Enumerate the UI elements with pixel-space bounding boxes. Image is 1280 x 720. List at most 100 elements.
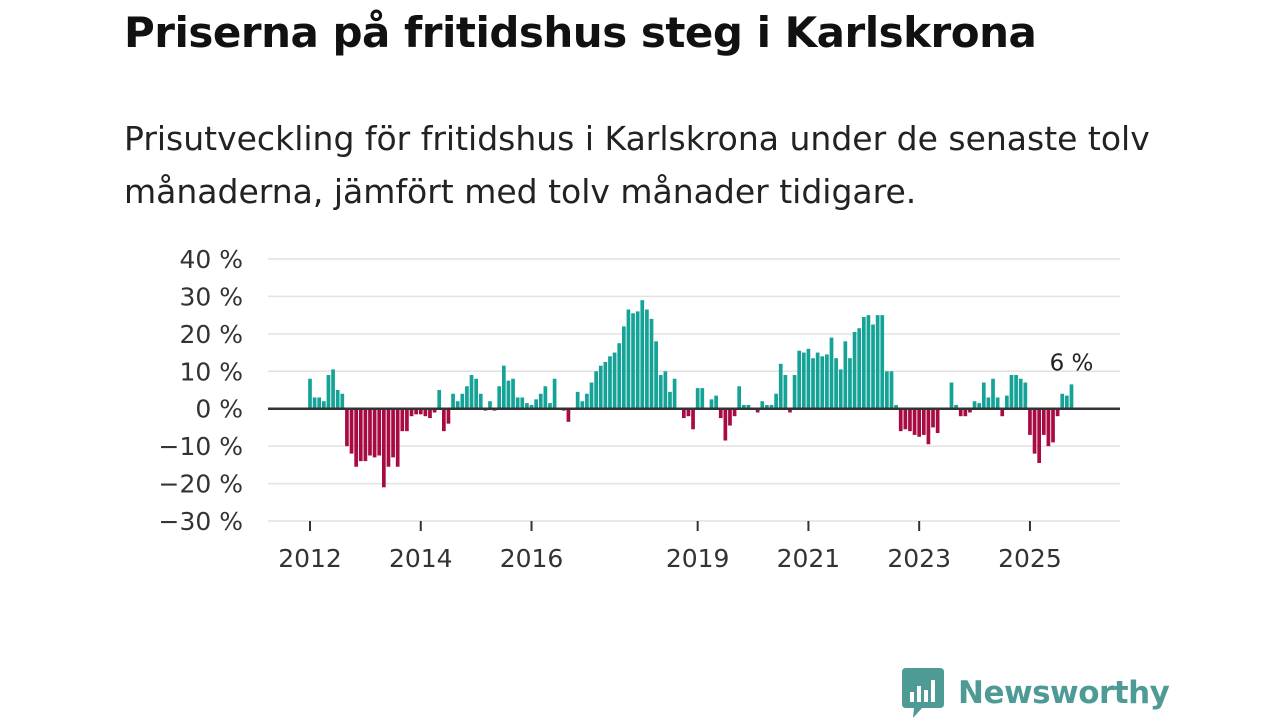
bar [377,408,382,456]
bar [437,390,442,409]
bar [354,408,358,467]
bar [903,408,908,430]
bar [1060,393,1065,409]
y-tick-label: −20 % [159,470,243,499]
bar [788,408,792,413]
bar [386,408,391,467]
bar [317,397,322,409]
bar [594,371,598,409]
bar [728,408,732,426]
bar [1055,408,1060,417]
bar [732,408,737,417]
bar [612,352,617,409]
bar [815,352,820,409]
y-tick-label: 0 % [195,395,243,424]
bar [848,358,852,409]
bar [723,408,728,441]
bar [474,378,478,409]
bar [866,315,871,409]
bar [829,337,834,409]
bar [308,378,312,409]
y-tick-label: 10 % [179,357,243,386]
bar [898,408,903,432]
bar [312,397,317,409]
bar [921,408,926,435]
bar [838,369,843,409]
bar [1018,378,1023,409]
bar [1041,408,1046,435]
bar [889,371,894,409]
bar [986,397,991,409]
bar [769,404,774,409]
bar [825,354,829,409]
bar [548,403,552,409]
newsworthy-logo-icon [902,668,944,718]
y-tick-label: −30 % [159,507,243,536]
bar [635,311,640,409]
bar [885,371,889,409]
bar [520,397,525,409]
bar [755,408,760,413]
bar [414,408,418,415]
bar [335,390,340,409]
bar [1028,408,1032,435]
bar [852,331,857,409]
bar [1023,382,1028,409]
bar [465,386,469,409]
bar [991,378,995,409]
x-tick-label: 2023 [887,544,951,573]
bar [1046,408,1051,447]
bar [363,408,368,462]
bar [1065,395,1069,409]
y-tick-label: 40 % [179,245,243,274]
x-tick-label: 2025 [998,544,1062,573]
bar [326,375,331,409]
bar [345,408,349,447]
bar [603,361,608,409]
bar [598,365,603,409]
bar [700,388,705,409]
x-tick-label: 2016 [500,544,564,573]
bar [322,401,326,409]
bar [418,408,423,415]
bar [395,408,400,467]
bar [760,401,765,409]
bar [543,386,548,409]
bar [954,404,958,409]
bar [668,391,672,409]
bar [1037,408,1042,463]
bar [455,401,460,409]
y-tick-label: 30 % [179,282,243,311]
bar [331,369,335,409]
bar [368,408,372,456]
bar [626,309,631,409]
bar [478,393,483,409]
bar [972,401,977,409]
bar [811,358,815,409]
bar [506,380,511,409]
bar [861,317,866,409]
bar [640,300,645,409]
bar [585,393,589,409]
bar [631,313,635,409]
bar [617,343,622,409]
bar [1000,408,1005,417]
bar [935,408,940,434]
bar [381,408,386,488]
bar [981,382,986,409]
bar [538,393,543,409]
bar [428,408,432,419]
bar [1051,408,1055,443]
x-tick-label: 2019 [666,544,730,573]
bar [446,408,451,424]
bar [1014,375,1018,409]
bar [358,408,363,462]
bar [949,382,954,409]
bar [649,318,654,409]
bar [875,315,880,409]
bar [608,356,612,409]
bar [926,408,931,445]
bar [931,408,935,428]
bar [908,408,912,432]
bar [391,408,395,458]
